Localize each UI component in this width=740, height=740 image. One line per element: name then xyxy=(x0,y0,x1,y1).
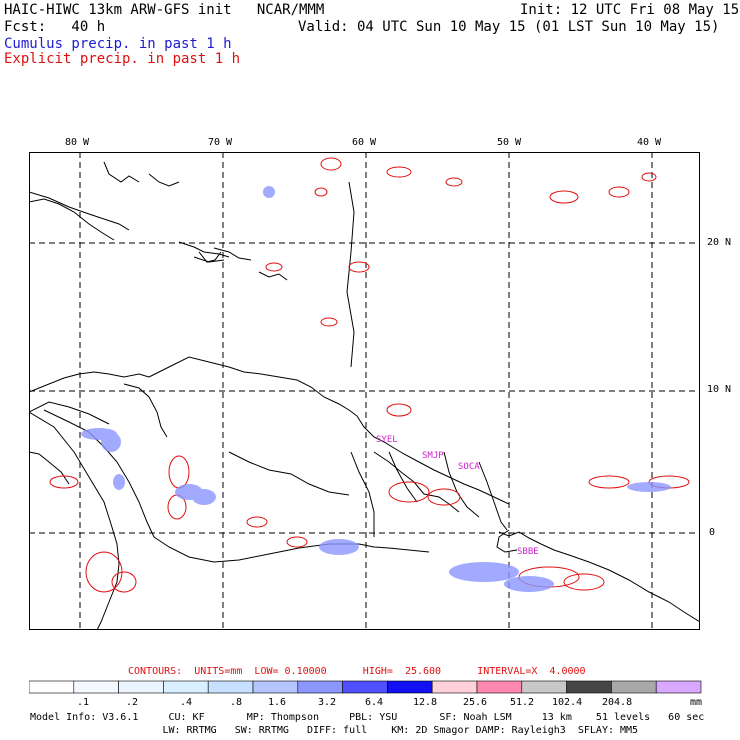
colorbar-label: 1.6 xyxy=(268,697,287,708)
station-label: SYEL xyxy=(376,435,398,445)
lon-label: 40 W xyxy=(637,137,662,148)
colorbar-swatch xyxy=(431,680,478,694)
colorbar-swatch xyxy=(207,680,254,694)
colorbar-label: .8 xyxy=(230,697,243,708)
lat-label: 20 N xyxy=(707,237,732,248)
colorbar-swatch xyxy=(521,680,567,694)
colorbar-swatch xyxy=(566,680,612,694)
colorbar-swatch xyxy=(163,680,209,694)
colorbar-swatch xyxy=(655,680,702,694)
model-info-line2: LW: RRTMG SW: RRTMG DIFF: full KM: 2D Sm… xyxy=(30,725,639,736)
cumulus-precip-areas xyxy=(81,186,671,592)
colorbar-swatch xyxy=(342,680,388,694)
cumulus-precip-label: Cumulus precip. in past 1 h xyxy=(4,36,232,52)
precipitation-map: SYEL SMJP SOCA SBBE xyxy=(29,152,700,630)
colorbar-label: .2 xyxy=(126,697,139,708)
lon-label: 80 W xyxy=(65,137,90,148)
colorbar-label: 6.4 xyxy=(365,697,384,708)
lat-label: 10 N xyxy=(707,384,732,395)
colorbar-label: 12.8 xyxy=(413,697,438,708)
colorbar-label: 102.4 xyxy=(552,697,583,708)
colorbar-label: 204.8 xyxy=(602,697,633,708)
color-bar xyxy=(29,680,702,694)
header-title: HAIC-HIWC 13km ARW-GFS init NCAR/MMM xyxy=(4,2,325,18)
colorbar-swatch xyxy=(297,680,343,694)
station-labels: SYEL SMJP SOCA SBBE xyxy=(376,435,539,557)
lon-label: 70 W xyxy=(208,137,233,148)
colorbar-swatch xyxy=(118,680,164,694)
valid-time: Valid: 04 UTC Sun 10 May 15 (01 LST Sun … xyxy=(298,19,720,35)
contours-info: CONTOURS: UNITS=mm LOW= 0.10000 HIGH= 25… xyxy=(128,666,586,677)
forecast-hour: Fcst: 40 h xyxy=(4,19,106,35)
colorbar-swatch xyxy=(611,680,657,694)
colorbar-label: 25.6 xyxy=(463,697,488,708)
colorbar-swatch xyxy=(387,680,433,694)
lat-lon-grid xyxy=(29,152,700,630)
colorbar-swatch xyxy=(476,680,523,694)
colorbar-swatch xyxy=(252,680,299,694)
init-time: Init: 12 UTC Fri 08 May 15 xyxy=(520,2,740,18)
explicit-precip-label: Explicit precip. in past 1 h xyxy=(4,51,241,67)
colorbar-swatch xyxy=(29,680,75,694)
station-label: SOCA xyxy=(458,462,480,472)
lon-label: 60 W xyxy=(352,137,377,148)
colorbar-unit: mm xyxy=(690,697,703,708)
coastlines xyxy=(29,161,700,630)
station-label: SMJP xyxy=(422,451,444,461)
lon-label: 50 W xyxy=(497,137,522,148)
colorbar-label: .1 xyxy=(77,697,90,708)
colorbar-label: 3.2 xyxy=(318,697,337,708)
lat-label: 0 xyxy=(709,527,716,538)
colorbar-swatch xyxy=(73,680,119,694)
colorbar-label: 51.2 xyxy=(510,697,535,708)
colorbar-label: .4 xyxy=(180,697,193,708)
station-label: SBBE xyxy=(517,547,539,557)
model-info-line1: Model Info: V3.6.1 CU: KF MP: Thompson P… xyxy=(30,712,705,723)
